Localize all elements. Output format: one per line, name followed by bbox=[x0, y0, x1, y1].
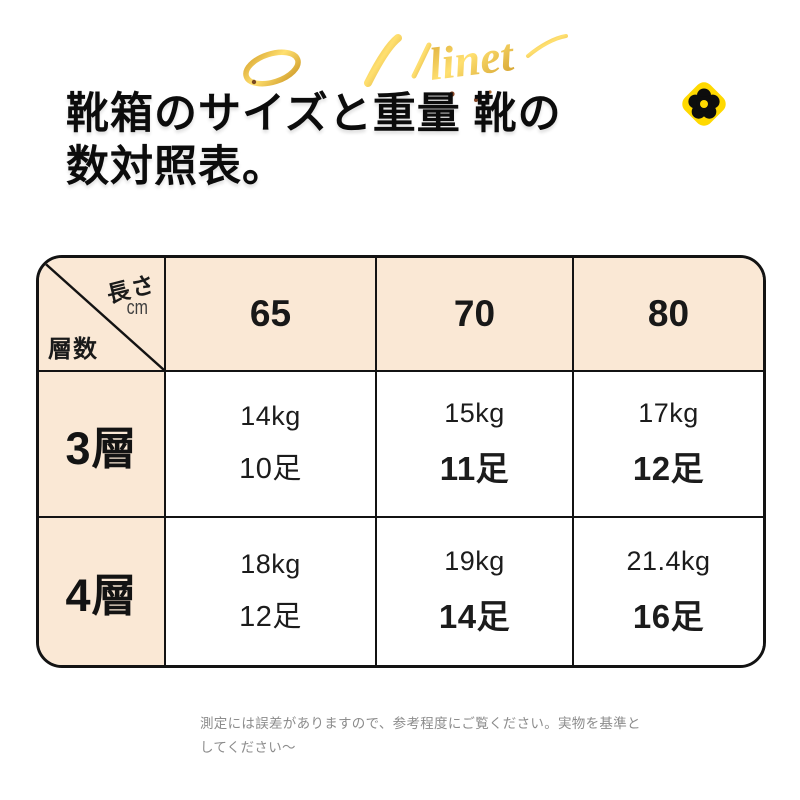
column-header-80: 80 bbox=[574, 258, 763, 372]
page-title-line1: 靴箱のサイズと重量 靴の bbox=[66, 90, 562, 138]
page-title: 靴箱のサイズと重量 靴の 数対照表。 bbox=[66, 88, 666, 195]
corner-unit-label: cm bbox=[126, 297, 148, 319]
weight-value: 21.4kg bbox=[626, 545, 711, 576]
corner-layers-label: 層数 bbox=[48, 336, 98, 363]
column-header-70: 70 bbox=[377, 258, 574, 372]
shoe-count-value: 12足 bbox=[239, 600, 302, 633]
weight-value: 18kg bbox=[240, 548, 301, 579]
measurement-disclaimer: 測定には誤差がありますので、参考程度にご覧ください。実物を基準としてください〜 bbox=[200, 716, 641, 755]
size-weight-table: 長さ cm 層数 65 70 80 3層 14kg 10足 15kg 11足 1… bbox=[36, 255, 766, 668]
shoe-count-value: 12足 bbox=[632, 450, 705, 487]
gold-brush-strokes-icon: linet bbox=[243, 29, 568, 102]
cell-3layer-80: 17kg 12足 bbox=[574, 372, 763, 518]
weight-value: 17kg bbox=[638, 398, 699, 428]
shoe-count-value: 16足 bbox=[632, 597, 705, 635]
page-title-line2: 数対照表。 bbox=[66, 143, 286, 192]
flower-icon bbox=[682, 82, 726, 126]
row-header-4layer: 4層 bbox=[39, 518, 166, 665]
cell-4layer-80: 21.4kg 16足 bbox=[574, 518, 763, 665]
row-header-3layer: 3層 bbox=[39, 372, 166, 518]
shoe-count-value: 14足 bbox=[438, 597, 511, 635]
shoe-count-value: 11足 bbox=[439, 450, 510, 487]
weight-value: 15kg bbox=[444, 398, 505, 428]
cell-4layer-70: 19kg 14足 bbox=[377, 518, 574, 665]
diagonal-divider bbox=[39, 258, 164, 370]
table-corner-cell: 長さ cm 層数 bbox=[39, 258, 166, 372]
cell-3layer-70: 15kg 11足 bbox=[377, 372, 574, 518]
weight-value: 19kg bbox=[444, 545, 505, 576]
shoe-count-value: 10足 bbox=[239, 453, 302, 485]
cell-4layer-65: 18kg 12足 bbox=[166, 518, 377, 665]
cell-3layer-65: 14kg 10足 bbox=[166, 372, 377, 518]
weight-value: 14kg bbox=[240, 401, 301, 431]
column-header-65: 65 bbox=[166, 258, 377, 372]
decor-script-text: linet bbox=[426, 29, 517, 90]
